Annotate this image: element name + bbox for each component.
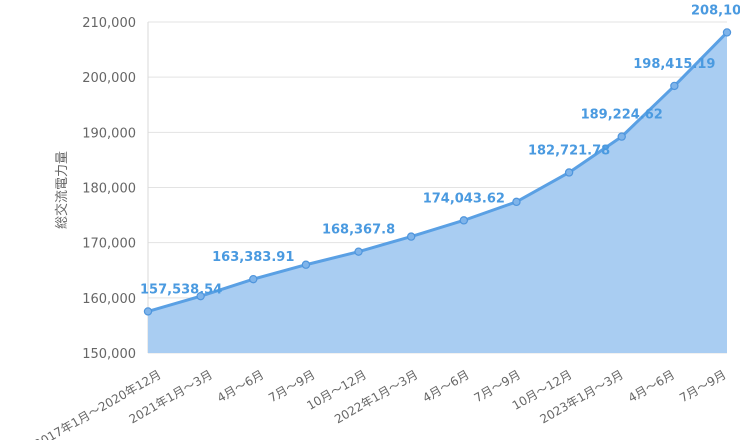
x-tick-label: 4月～6月 <box>215 367 266 405</box>
y-tick-label: 160,000 <box>82 292 136 307</box>
data-point <box>617 132 626 141</box>
y-tick-layer: 150,000 160,000 170,000 180,000 190,000 200,0… <box>82 16 136 362</box>
data-label: 168,367.8 <box>322 223 395 238</box>
y-tick-label: 180,000 <box>82 182 136 197</box>
series-line <box>147 31 729 313</box>
data-point <box>249 274 258 284</box>
data-point <box>143 307 153 316</box>
y-tick-label: 210,000 <box>82 16 136 31</box>
data-label: 174,043.62 <box>423 191 505 206</box>
data-label: 157,538.54 <box>140 282 222 297</box>
y-tick-label: 150,000 <box>82 347 136 362</box>
data-point <box>301 260 311 269</box>
point-layer <box>143 28 732 316</box>
line-layer <box>147 31 729 313</box>
data-label: 163,383.91 <box>212 250 294 265</box>
data-point <box>670 81 679 91</box>
data-label: 182,721.78 <box>528 143 610 158</box>
y-tick-label: 200,000 <box>82 71 136 86</box>
data-point <box>512 197 521 207</box>
x-tick-label: 7月～9月 <box>677 367 728 405</box>
data-point <box>354 247 363 256</box>
x-tick-label: 4月～6月 <box>626 367 677 405</box>
data-point <box>406 232 416 241</box>
data-point <box>196 291 205 301</box>
data-point <box>564 168 574 177</box>
data-label: 189,224.62 <box>581 108 663 123</box>
x-tick-label: 4月～6月 <box>420 367 471 405</box>
data-label: 208,109 <box>691 3 740 18</box>
data-label-layer: 157,538.54 163,383.91 168,367.8 174,043.62 1… <box>140 3 740 297</box>
data-point <box>459 216 469 225</box>
area-fill <box>148 32 727 354</box>
y-tick-label: 170,000 <box>82 237 136 252</box>
data-label: 198,415.19 <box>633 57 715 72</box>
area-layer <box>148 32 727 354</box>
data-point <box>722 28 732 37</box>
y-tick-label: 190,000 <box>82 126 136 141</box>
y-axis-label: 総交流電力量 <box>54 151 70 229</box>
